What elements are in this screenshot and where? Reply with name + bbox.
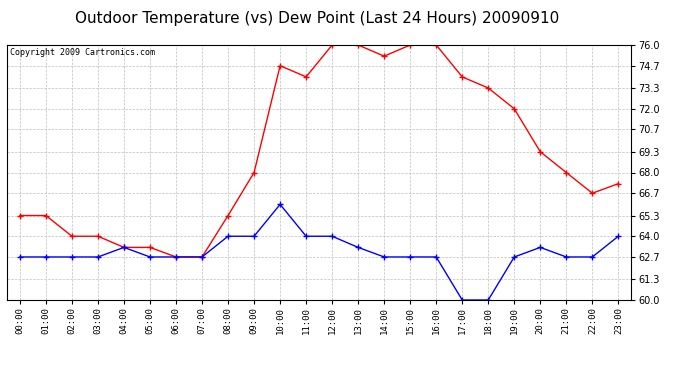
Text: Outdoor Temperature (vs) Dew Point (Last 24 Hours) 20090910: Outdoor Temperature (vs) Dew Point (Last… <box>75 11 560 26</box>
Text: Copyright 2009 Cartronics.com: Copyright 2009 Cartronics.com <box>10 48 155 57</box>
